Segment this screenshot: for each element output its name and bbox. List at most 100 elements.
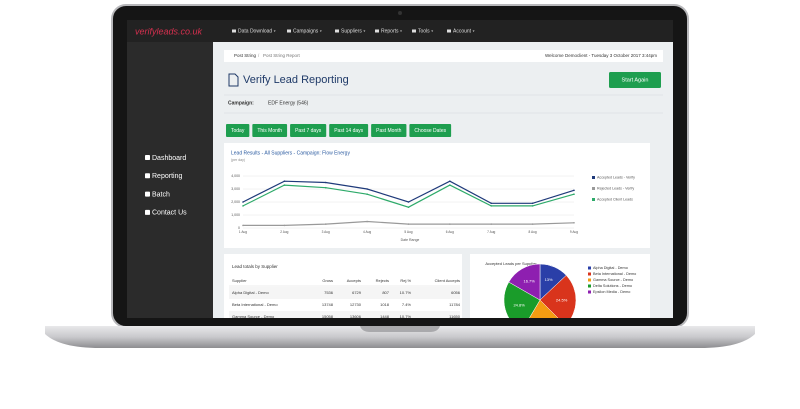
- table-cell: 7536: [324, 290, 334, 295]
- table-cell: 13606: [350, 314, 362, 319]
- date-button[interactable]: [409, 124, 452, 137]
- sidebar-icon: [145, 155, 150, 160]
- nav-item[interactable]: Tools: [418, 28, 430, 34]
- legend-swatch: [592, 198, 595, 201]
- nav-caret: [431, 30, 434, 32]
- x-tick-label: 3 Aug: [322, 230, 330, 234]
- laptop-base: [45, 326, 755, 348]
- point: [531, 205, 534, 207]
- table-header: Rejects: [376, 278, 389, 283]
- legend-label: Rejected Leads - Verify: [597, 186, 634, 190]
- legend-label: Epsilon Media - Demo: [593, 290, 630, 294]
- table-cell: 10.7%: [400, 314, 412, 319]
- logo[interactable]: verifyleads.co.uk: [135, 26, 203, 36]
- point: [573, 222, 575, 224]
- table-title: Lead totals by Supplier: [232, 264, 278, 269]
- x-tick-label: 6 Aug: [446, 230, 454, 234]
- date-button-label[interactable]: Choose Dates: [414, 128, 446, 134]
- pie-label: 16.7%: [524, 278, 536, 283]
- date-button-label[interactable]: Past 7 days: [295, 128, 322, 134]
- pie-slice: [503, 281, 541, 318]
- sidebar-item[interactable]: Contact Us: [152, 210, 187, 217]
- x-tick-label: 5 Aug: [404, 230, 412, 234]
- point: [324, 223, 327, 225]
- nav-item[interactable]: Data Download: [238, 28, 272, 34]
- x-tick-label: 1 Aug: [239, 230, 247, 234]
- nav-icon: [375, 29, 379, 33]
- date-button-label[interactable]: Past 14 days: [334, 128, 363, 134]
- pie-label: 24.8%: [513, 303, 525, 308]
- sidebar-icon: [145, 209, 150, 215]
- legend-swatch: [588, 278, 591, 282]
- point: [449, 223, 451, 225]
- nav-item[interactable]: Account: [453, 28, 472, 34]
- x-tick-label: 2 Aug: [280, 230, 288, 234]
- table-cell: 7.4%: [402, 302, 412, 307]
- point: [449, 184, 451, 186]
- table-cell: Beta International - Demo: [232, 302, 278, 307]
- nav-item[interactable]: Reports: [381, 28, 399, 34]
- laptop-notch: [360, 326, 440, 332]
- date-button[interactable]: [371, 124, 407, 137]
- table-cell: 15058: [322, 314, 334, 319]
- table-header: Supplier: [232, 278, 247, 283]
- point: [407, 206, 410, 208]
- legend-swatch: [588, 272, 591, 276]
- table-cell: 13748: [322, 302, 334, 307]
- date-button[interactable]: [226, 124, 250, 137]
- date-button[interactable]: [329, 124, 369, 137]
- point: [531, 223, 534, 225]
- sidebar-item[interactable]: Reporting: [152, 173, 182, 180]
- point: [242, 224, 244, 227]
- breadcrumb-sep: /: [258, 53, 260, 58]
- start-button-label[interactable]: Start Again: [622, 77, 649, 83]
- nav-caret: [472, 30, 475, 32]
- pie-slice: [529, 299, 559, 318]
- point: [283, 180, 286, 182]
- point: [324, 181, 327, 184]
- table-cell: 6729: [352, 290, 362, 295]
- start-button[interactable]: [609, 72, 661, 88]
- nav-item[interactable]: Campaigns: [293, 28, 319, 34]
- breadcrumb-item[interactable]: Post String: [234, 53, 257, 58]
- sidebar: [127, 42, 213, 318]
- doc-icon: [228, 73, 239, 87]
- y-tick-label: 3,000: [231, 187, 240, 191]
- point: [449, 180, 451, 182]
- sidebar-item[interactable]: Dashboard: [152, 155, 186, 162]
- point: [490, 223, 493, 225]
- table-cell: Gamma Source - Demo: [232, 314, 275, 319]
- date-button[interactable]: [252, 124, 288, 137]
- date-button[interactable]: [290, 124, 327, 137]
- pie-label: 13%: [545, 277, 553, 282]
- nav-caret: [319, 30, 322, 32]
- date-button-label[interactable]: Past Month: [376, 128, 402, 134]
- legend-swatch: [592, 176, 595, 179]
- x-tick-label: 8 Aug: [529, 230, 537, 234]
- y-tick-label: 0: [238, 226, 240, 230]
- point: [283, 224, 286, 227]
- pie-label: 24.5%: [556, 297, 568, 302]
- pie-slice: [539, 275, 577, 318]
- table-cell: 12730: [350, 302, 362, 307]
- point: [242, 201, 244, 203]
- sidebar-icon: [145, 173, 150, 179]
- point: [531, 202, 534, 205]
- table-cell: 1018: [380, 302, 390, 307]
- date-button-label[interactable]: This Month: [257, 128, 282, 134]
- sidebar-item[interactable]: Batch: [152, 191, 170, 198]
- pie-slice: [508, 263, 541, 301]
- table-header: Client Accepts: [435, 278, 460, 283]
- date-button-label[interactable]: Today: [231, 128, 245, 134]
- point: [366, 193, 368, 195]
- legend-label: Delta Solutions - Demo: [593, 284, 632, 288]
- table-cell: 11650: [449, 314, 461, 319]
- point: [573, 189, 575, 192]
- nav-icon: [232, 29, 236, 33]
- nav-item[interactable]: Suppliers: [341, 28, 362, 34]
- point: [407, 223, 410, 225]
- x-tick-label: 4 Aug: [363, 230, 371, 234]
- campaign-label: Campaign:: [228, 100, 254, 106]
